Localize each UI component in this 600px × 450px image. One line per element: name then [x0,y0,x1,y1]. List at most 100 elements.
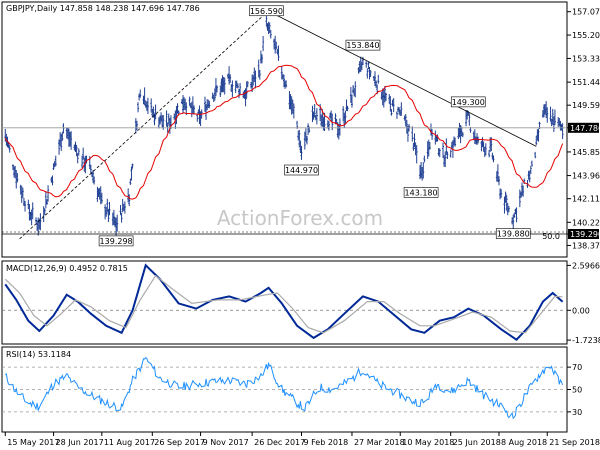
price-bar [327,121,330,131]
price-bar [236,83,239,89]
price-bar [116,214,119,232]
price-bar [305,135,308,145]
price-bar [492,155,495,163]
price-bar [461,131,464,138]
price-bar [369,70,372,77]
price-bar [465,110,468,127]
price-bar [384,92,387,101]
annotation-label: 153.840 [346,41,379,50]
price-bar [444,151,447,167]
annotation-label: 156.590 [250,7,283,16]
macd-signal-line [4,274,563,334]
price-bar [269,30,272,39]
price-bar [208,100,211,109]
macd-line [4,263,564,342]
annotation-box [345,39,381,51]
price-bar [422,162,425,179]
price-annotation: 143.180 [403,187,439,198]
price-bar [423,155,426,163]
price-bar [507,206,510,213]
annotation-box [450,96,486,108]
price-bar [216,85,219,93]
price-annotations: 156.590 153.840 149.300 144.970 143.180 139.8… [98,5,531,247]
price-bar [534,151,537,159]
price-bar [188,96,191,106]
price-bar [261,54,264,64]
price-bar [338,118,341,136]
fib-level-label: 50.0 [542,232,560,241]
price-bar [61,131,64,141]
price-bar [51,175,54,186]
price-bar [350,94,353,108]
price-bar [313,103,316,118]
price-bar [265,14,268,27]
price-tag [568,229,599,239]
price-bar [254,70,257,89]
price-bar [196,113,199,122]
price-bar [251,74,254,93]
y-tick-label: 2.5966 [572,261,600,270]
symbol-title: GBPJPY,Daily [6,4,57,13]
price-bar [52,163,55,171]
price-panel-frame [1,1,568,258]
price-annotation: 156.590 [249,5,284,17]
price-bar [223,77,226,95]
price-bar [530,160,533,167]
y-tick-label: 151.440 [572,78,600,87]
price-bar [81,155,84,168]
price-bar [274,35,277,54]
price-bar [119,204,122,215]
price-bar [245,81,248,99]
y-tick-label: 145.855 [572,148,600,157]
price-bar [334,113,337,125]
price-bar [515,207,518,223]
price-bar [43,207,46,216]
price-bar [244,88,247,107]
x-tick-label: 9 Nov 2017 [203,438,249,447]
price-bar [131,163,134,169]
price-bar [528,170,531,183]
price-bar [500,189,503,198]
y-tick-label: 70 [572,363,582,372]
price-bar [282,74,285,88]
price-bar [389,96,392,112]
price-bar [176,103,179,114]
price-bar [100,192,103,204]
annotation-box [249,5,284,17]
y-tick-label: 155.205 [572,31,600,40]
y-tick-label: 50 [572,386,582,395]
price-bar [89,164,92,174]
macd-lines [4,263,564,342]
price-bar [365,61,368,68]
price-bar [192,105,195,115]
price-bar [414,142,417,156]
price-bar [24,200,27,212]
price-bar [413,133,416,148]
price-bar [123,201,126,214]
price-bar [108,201,111,216]
price-bar [412,142,415,151]
x-tick-label: 21 Sep 2018 [549,438,600,447]
annotation-label: 149.300 [452,98,485,107]
x-tick-label: 11 Aug 2017 [104,438,155,447]
price-bar [82,147,85,160]
price-bar [411,126,414,142]
y-tick-label: 30 [572,408,582,417]
price-bar [21,187,24,199]
price-bar [162,115,165,130]
price-bar [16,172,19,183]
price-bar [404,113,407,127]
price-bar [392,98,395,113]
price-panel: ActionForex.com 156.590 153.840 149.300 144… [1,1,600,258]
price-bar [150,98,153,113]
price-annotation: 149.300 [450,96,486,108]
price-bar [137,102,140,113]
chart-title-group: GBPJPY,Daily 147.858 148.238 147.696 147… [6,4,200,13]
price-bar [229,74,232,84]
annotation-box [403,187,439,198]
price-bar [342,106,345,122]
price-bar [468,113,471,126]
macd-title: MACD(12,26,9) 0.4952 0.7815 [6,264,128,273]
rsi-panel: 70 50 30 RSI(14) 53.1184 [1,346,582,433]
